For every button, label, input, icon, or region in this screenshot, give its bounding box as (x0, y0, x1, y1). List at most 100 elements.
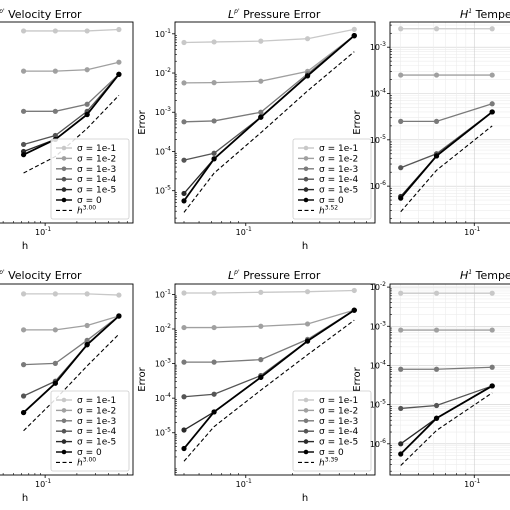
data-point (116, 59, 122, 65)
legend-label: σ = 0 (77, 196, 102, 206)
series-line (23, 293, 119, 296)
y-tick-label: 10-1 (155, 28, 171, 39)
data-point (20, 393, 27, 399)
series-line (400, 103, 493, 123)
data-point (116, 313, 122, 319)
y-tick-label: 10-3 (370, 320, 386, 331)
legend-marker (303, 156, 309, 161)
series-line (23, 61, 120, 72)
data-point (84, 322, 90, 329)
data-point (52, 291, 58, 297)
data-point (20, 152, 27, 158)
x-tick-label: 10-1 (464, 478, 480, 489)
legend-marker (61, 145, 67, 151)
legend-marker (61, 397, 67, 403)
data-point (398, 366, 404, 372)
series-line (23, 73, 120, 146)
legend-label: σ = 1e-5 (77, 186, 116, 196)
data-point (116, 26, 122, 33)
data-point (211, 80, 217, 86)
data-point (211, 150, 217, 156)
y-axis-label: Error (352, 109, 363, 134)
series-line (23, 73, 120, 112)
y-axis-label: Error (137, 366, 148, 391)
legend: σ = 1e-1σ = 1e-2σ = 1e-3σ = 1e-4σ = 1e-5… (292, 138, 372, 220)
legend-marker (303, 428, 309, 434)
legend-label: σ = 1e-1 (77, 144, 116, 154)
legend-label: h3.52 (319, 204, 338, 216)
reference-line (400, 125, 493, 213)
x-axis-label: h (302, 241, 308, 252)
legend: σ = 1e-1σ = 1e-2σ = 1e-3σ = 1e-4σ = 1e-5… (292, 390, 372, 472)
y-tick-label: 10-4 (155, 392, 171, 403)
y-tick-label: 10-4 (370, 359, 386, 370)
series-line (400, 111, 493, 197)
data-point (398, 72, 404, 78)
legend-marker (303, 166, 309, 172)
legend-label: σ = 1e-2 (77, 154, 116, 164)
x-tick-label: 10-1 (236, 478, 252, 489)
data-point (84, 101, 90, 107)
data-point (433, 327, 440, 333)
data-point (433, 290, 440, 296)
y-tick-label: 10-5 (155, 185, 171, 196)
y-tick-label: 10-3 (155, 358, 171, 369)
data-point (489, 290, 495, 296)
data-point (398, 327, 404, 333)
data-point (433, 366, 440, 372)
plot-area (20, 291, 122, 432)
data-point (258, 114, 264, 120)
legend-marker (61, 166, 67, 172)
legend-marker (61, 418, 67, 424)
y-tick-label: 10-6 (370, 438, 386, 449)
data-point (304, 338, 311, 344)
y-tick-label: 10-4 (370, 88, 386, 99)
data-point (489, 109, 495, 115)
data-point (433, 118, 440, 124)
data-point (211, 290, 217, 296)
legend-label: σ = 1e-2 (319, 154, 358, 164)
legend-label: σ = 1e-3 (319, 417, 358, 427)
data-point (84, 342, 90, 348)
legend-label: σ = 1e-4 (319, 175, 358, 185)
data-point (52, 327, 58, 333)
legend: σ = 1e-1σ = 1e-2σ = 1e-3σ = 1e-4σ = 1e-5… (50, 390, 130, 472)
legend-label: σ = 1e-3 (319, 165, 358, 175)
legend-label: h3.00 (77, 204, 96, 216)
legend-marker (61, 428, 67, 434)
data-point (84, 28, 90, 34)
legend-label: σ = 1e-3 (77, 165, 116, 175)
axes-frame (389, 283, 510, 476)
series-line (23, 315, 120, 331)
y-tick-label: 10-1 (155, 288, 171, 299)
legend-label: σ = 1e-1 (319, 144, 358, 154)
data-point (304, 289, 311, 295)
legend-marker (303, 176, 309, 182)
legend-marker (61, 449, 67, 455)
axes-frame (0, 283, 134, 476)
data-point (20, 327, 27, 333)
x-axis-label: h (22, 493, 28, 504)
data-point (304, 73, 311, 79)
legend-label: σ = 1e-2 (319, 406, 358, 416)
data-point (211, 324, 217, 331)
y-tick-label: 10-2 (155, 323, 171, 334)
series-line (400, 366, 493, 370)
legend-marker (61, 156, 67, 161)
data-point (181, 198, 187, 204)
data-point (398, 26, 404, 32)
legend-marker (61, 176, 67, 182)
legend-label: σ = 1e-1 (77, 396, 116, 406)
legend-label: h3.00 (77, 456, 96, 468)
grid (390, 22, 510, 223)
legend-label: σ = 1e-3 (77, 417, 116, 427)
chart-panel: 10-3 10-4 10-5 10-6 10-1 Error H1 Tempe (352, 8, 510, 237)
legend-label: σ = 1e-4 (319, 427, 358, 437)
data-point (351, 33, 357, 39)
axes-frame (0, 21, 134, 224)
series-line (183, 35, 355, 84)
legend-marker (303, 439, 309, 444)
chart-title: Lp' Pressure Error (228, 269, 321, 282)
